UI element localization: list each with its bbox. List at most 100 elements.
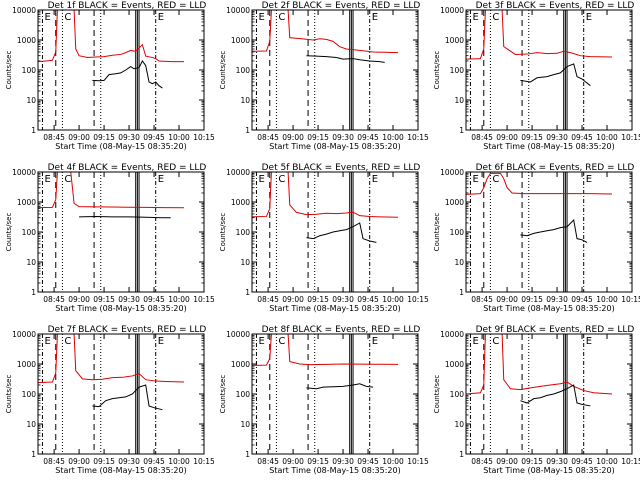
plot-frame bbox=[251, 9, 419, 131]
y-axis-label: Counts/sec bbox=[5, 51, 13, 90]
plot-frame bbox=[251, 171, 419, 293]
y-tick-label: 10 bbox=[240, 96, 250, 105]
x-tick-label: 08:45 bbox=[471, 133, 493, 142]
x-tick-label: 09:15 bbox=[93, 295, 115, 304]
x-tick-label: 09:45 bbox=[571, 295, 593, 304]
time-marker-label: E bbox=[158, 336, 164, 347]
y-tick-label: 1 bbox=[459, 126, 464, 135]
x-axis-label: Start Time (08-May-15 08:35:20) bbox=[269, 142, 400, 151]
x-tick-label: 09:15 bbox=[307, 295, 329, 304]
y-tick-label: 10000 bbox=[226, 330, 250, 339]
x-tick-label: 09:00 bbox=[282, 295, 304, 304]
y-tick-label: 10 bbox=[454, 258, 464, 267]
x-tick-label: 09:30 bbox=[546, 295, 568, 304]
x-tick-label: 10:15 bbox=[621, 457, 640, 466]
x-tick-label: 08:45 bbox=[257, 295, 279, 304]
panel-title: Det 6f BLACK = Events, RED = LLD bbox=[476, 163, 635, 173]
time-marker-label: E bbox=[44, 174, 50, 185]
x-tick-label: 10:15 bbox=[407, 457, 429, 466]
y-tick-label: 100 bbox=[450, 66, 465, 75]
y-tick-label: 100 bbox=[450, 390, 465, 399]
lld-rate-line bbox=[38, 172, 185, 209]
y-tick-label: 1 bbox=[31, 450, 36, 459]
y-axis-label: Counts/sec bbox=[433, 375, 441, 414]
x-tick-label: 09:30 bbox=[118, 457, 140, 466]
y-axis-label: Counts/sec bbox=[219, 375, 227, 414]
x-tick-label: 10:15 bbox=[193, 457, 215, 466]
y-axis-label: Counts/sec bbox=[5, 213, 13, 252]
y-tick-label: 1000 bbox=[231, 36, 250, 45]
y-tick-label: 100 bbox=[236, 228, 251, 237]
x-axis-label: Start Time (08-May-15 08:35:20) bbox=[269, 304, 400, 313]
events-rate-line bbox=[520, 219, 588, 243]
time-marker-label: E bbox=[372, 174, 378, 185]
x-tick-label: 08:45 bbox=[257, 133, 279, 142]
plot-frame bbox=[251, 333, 419, 455]
y-tick-label: 100 bbox=[22, 66, 37, 75]
y-tick-label: 1 bbox=[245, 126, 250, 135]
x-tick-label: 09:00 bbox=[282, 133, 304, 142]
plot-frame bbox=[37, 9, 205, 131]
x-tick-label: 10:00 bbox=[596, 295, 618, 304]
panel-title: Det 8f BLACK = Events, RED = LLD bbox=[262, 325, 421, 335]
x-tick-label: 09:45 bbox=[357, 295, 379, 304]
lld-rate-line bbox=[38, 10, 185, 63]
y-tick-label: 1000 bbox=[231, 198, 250, 207]
time-marker-label: C bbox=[64, 174, 71, 185]
y-tick-label: 100 bbox=[450, 228, 465, 237]
chart-panel-7: Det 7f BLACK = Events, RED = LLD 1 10 100 10… bbox=[5, 325, 215, 475]
y-axis-label: Counts/sec bbox=[433, 51, 441, 90]
plot-frame bbox=[465, 333, 633, 455]
x-tick-label: 09:00 bbox=[496, 133, 518, 142]
x-tick-label: 09:15 bbox=[521, 457, 543, 466]
lld-rate-line bbox=[38, 334, 185, 384]
time-marker-label: C bbox=[492, 12, 499, 23]
chart-panel-3: Det 3f BLACK = Events, RED = LLD 1 10 100 10… bbox=[433, 1, 640, 151]
x-tick-label: 10:15 bbox=[193, 295, 215, 304]
x-tick-label: 09:45 bbox=[571, 133, 593, 142]
x-tick-label: 09:00 bbox=[496, 295, 518, 304]
x-axis-label: Start Time (08-May-15 08:35:20) bbox=[483, 142, 614, 151]
x-axis-label: Start Time (08-May-15 08:35:20) bbox=[55, 466, 186, 475]
x-tick-label: 08:45 bbox=[43, 295, 65, 304]
y-axis-label: Counts/sec bbox=[219, 51, 227, 90]
x-tick-label: 09:15 bbox=[521, 133, 543, 142]
y-tick-label: 10000 bbox=[226, 168, 250, 177]
x-tick-label: 08:45 bbox=[43, 133, 65, 142]
panel-title: Det 7f BLACK = Events, RED = LLD bbox=[48, 325, 207, 335]
y-tick-label: 1 bbox=[459, 450, 464, 459]
y-tick-label: 10000 bbox=[226, 6, 250, 15]
x-tick-label: 10:00 bbox=[168, 295, 190, 304]
x-tick-label: 09:30 bbox=[118, 295, 140, 304]
y-tick-label: 1 bbox=[31, 126, 36, 135]
x-tick-label: 10:00 bbox=[596, 457, 618, 466]
y-tick-label: 1000 bbox=[17, 360, 36, 369]
x-tick-label: 09:15 bbox=[307, 457, 329, 466]
y-axis-label: Counts/sec bbox=[219, 213, 227, 252]
x-tick-label: 09:00 bbox=[68, 295, 90, 304]
time-marker-label: E bbox=[44, 336, 50, 347]
events-rate-line bbox=[92, 384, 163, 411]
x-tick-label: 09:45 bbox=[571, 457, 593, 466]
y-tick-label: 1000 bbox=[445, 198, 464, 207]
plot-frame bbox=[37, 333, 205, 455]
events-rate-line bbox=[520, 384, 591, 407]
events-rate-line bbox=[92, 60, 163, 89]
x-tick-label: 10:15 bbox=[193, 133, 215, 142]
x-tick-label: 09:15 bbox=[93, 133, 115, 142]
time-marker-label: E bbox=[158, 174, 164, 185]
x-tick-label: 08:45 bbox=[257, 457, 279, 466]
x-tick-label: 09:15 bbox=[521, 295, 543, 304]
x-tick-label: 09:30 bbox=[332, 133, 354, 142]
y-tick-label: 10 bbox=[454, 96, 464, 105]
panel-title: Det 9f BLACK = Events, RED = LLD bbox=[476, 325, 635, 335]
y-tick-label: 1 bbox=[245, 450, 250, 459]
x-tick-label: 09:45 bbox=[357, 457, 379, 466]
events-rate-line bbox=[306, 383, 374, 390]
chart-panel-1: Det 1f BLACK = Events, RED = LLD 1 10 100 10… bbox=[5, 1, 215, 151]
x-axis-label: Start Time (08-May-15 08:35:20) bbox=[55, 304, 186, 313]
lld-rate-line bbox=[252, 10, 399, 54]
time-marker-label: E bbox=[472, 174, 478, 185]
chart-panel-5: Det 5f BLACK = Events, RED = LLD 1 10 100 10… bbox=[219, 163, 429, 313]
